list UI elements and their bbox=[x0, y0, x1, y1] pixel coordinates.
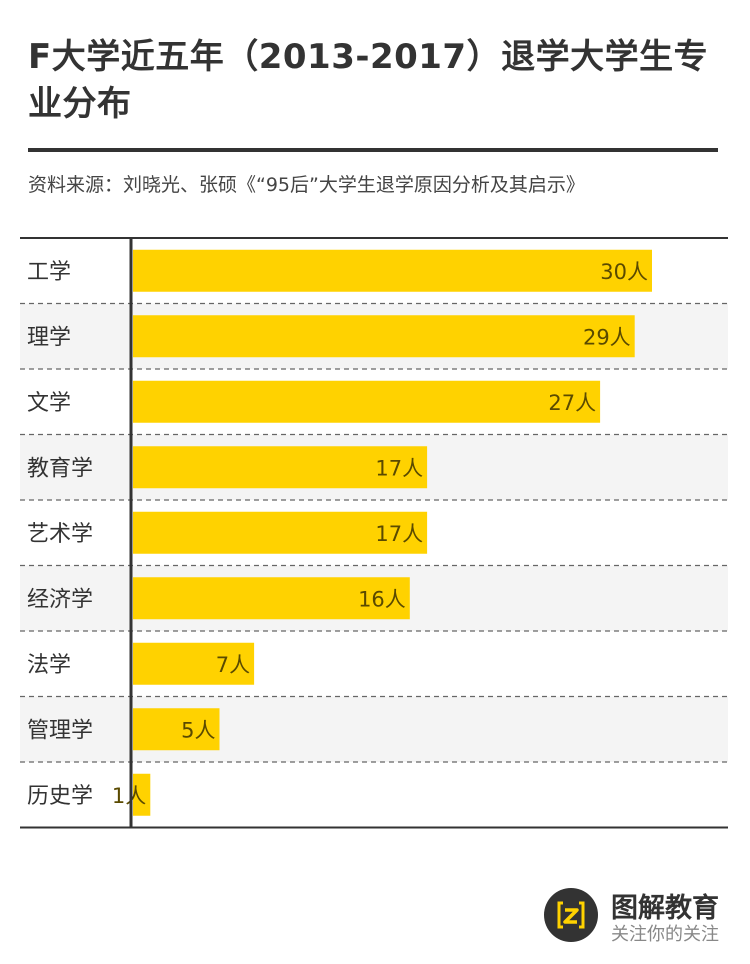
data-label: 30人 bbox=[600, 260, 648, 284]
bar bbox=[133, 511, 428, 554]
bar bbox=[133, 249, 652, 292]
data-label: 5人 bbox=[181, 718, 215, 742]
source-note: 资料来源：刘晓光、张硕《“95后”大学生退学原因分析及其启示》 bbox=[28, 174, 585, 196]
category-label: 文学 bbox=[27, 391, 71, 416]
bar bbox=[133, 315, 635, 358]
category-label: 艺术学 bbox=[27, 522, 93, 547]
category-label: 管理学 bbox=[27, 718, 93, 743]
category-label: 经济学 bbox=[27, 587, 93, 612]
title-divider bbox=[28, 148, 718, 152]
bar bbox=[133, 708, 220, 751]
bar bbox=[133, 446, 428, 489]
footer-slogan: 关注你的关注 bbox=[611, 924, 719, 945]
category-label: 理学 bbox=[27, 325, 71, 350]
data-label: 17人 bbox=[375, 522, 423, 546]
bar bbox=[133, 380, 601, 423]
data-label: 1人 bbox=[112, 784, 146, 808]
category-label: 教育学 bbox=[27, 456, 93, 481]
data-label: 17人 bbox=[375, 456, 423, 480]
brand-logo-icon bbox=[542, 886, 600, 948]
category-label: 历史学 bbox=[27, 784, 93, 809]
bar bbox=[133, 642, 255, 685]
category-label: 工学 bbox=[27, 260, 71, 285]
footer-brand: 图解教育 bbox=[611, 893, 719, 924]
bar bbox=[133, 577, 410, 620]
data-label: 7人 bbox=[216, 653, 250, 677]
data-label: 27人 bbox=[548, 391, 596, 415]
data-label: 16人 bbox=[358, 587, 406, 611]
category-label: 法学 bbox=[27, 653, 71, 678]
chart-title: F大学近五年（2013-2017）退学大学生专业分布 bbox=[28, 37, 709, 124]
data-label: 29人 bbox=[583, 325, 631, 349]
bar bbox=[133, 773, 151, 816]
row-stripe bbox=[20, 696, 728, 762]
